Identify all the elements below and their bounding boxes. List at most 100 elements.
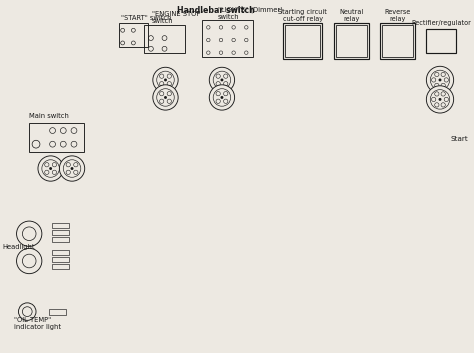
Circle shape <box>232 26 236 29</box>
Circle shape <box>232 38 236 42</box>
Circle shape <box>164 78 167 82</box>
Circle shape <box>63 160 81 177</box>
Circle shape <box>431 78 436 82</box>
Circle shape <box>73 163 78 167</box>
Circle shape <box>50 141 55 147</box>
Circle shape <box>219 51 223 54</box>
Text: Handlebar switch: Handlebar switch <box>177 6 255 15</box>
Circle shape <box>167 99 172 103</box>
Circle shape <box>157 71 174 89</box>
Circle shape <box>435 72 439 77</box>
Circle shape <box>148 36 153 41</box>
Circle shape <box>207 26 210 29</box>
Circle shape <box>60 128 66 133</box>
Circle shape <box>210 67 235 92</box>
Circle shape <box>17 249 42 274</box>
Circle shape <box>162 36 167 41</box>
Circle shape <box>213 71 231 89</box>
Circle shape <box>430 90 450 109</box>
Text: Starting circuit
cut-off relay: Starting circuit cut-off relay <box>278 9 327 22</box>
Circle shape <box>441 92 445 96</box>
Circle shape <box>131 41 135 45</box>
Circle shape <box>52 170 56 174</box>
Circle shape <box>210 85 235 110</box>
Circle shape <box>224 74 228 78</box>
Circle shape <box>441 103 445 107</box>
Bar <box>285 25 320 56</box>
Circle shape <box>164 96 167 99</box>
Circle shape <box>219 38 223 42</box>
Text: Neutral
relay: Neutral relay <box>339 9 364 22</box>
Circle shape <box>160 74 164 78</box>
Circle shape <box>444 78 448 82</box>
Text: Headlight: Headlight <box>2 244 35 250</box>
Circle shape <box>50 128 55 133</box>
Circle shape <box>216 74 220 78</box>
Circle shape <box>219 26 223 29</box>
Circle shape <box>160 99 164 103</box>
Circle shape <box>42 160 59 177</box>
Bar <box>427 29 456 53</box>
Bar <box>382 25 413 56</box>
Circle shape <box>162 46 167 51</box>
Bar <box>283 24 322 59</box>
Circle shape <box>157 89 174 106</box>
Circle shape <box>220 96 223 99</box>
Text: Start: Start <box>451 136 468 142</box>
Circle shape <box>49 167 52 170</box>
Circle shape <box>216 91 220 96</box>
Circle shape <box>160 82 164 86</box>
Circle shape <box>18 303 36 321</box>
Circle shape <box>431 97 436 102</box>
Circle shape <box>245 26 248 29</box>
Text: "LIGHTS" (Dimmer)
switch: "LIGHTS" (Dimmer) switch <box>218 6 283 19</box>
Circle shape <box>153 85 178 110</box>
Circle shape <box>22 227 36 240</box>
Circle shape <box>224 99 228 103</box>
Circle shape <box>45 170 49 174</box>
Circle shape <box>22 307 32 317</box>
Circle shape <box>167 74 172 78</box>
Circle shape <box>71 141 77 147</box>
Circle shape <box>121 41 125 45</box>
Circle shape <box>60 141 66 147</box>
Circle shape <box>216 99 220 103</box>
Text: Rectifier/regulator: Rectifier/regulator <box>411 19 471 25</box>
Circle shape <box>131 28 135 32</box>
Bar <box>52 223 69 228</box>
Circle shape <box>71 128 77 133</box>
Circle shape <box>207 38 210 42</box>
Circle shape <box>224 91 228 96</box>
Circle shape <box>148 46 153 51</box>
Bar <box>52 257 69 262</box>
Bar <box>336 25 367 56</box>
Circle shape <box>71 167 73 170</box>
Circle shape <box>66 163 71 167</box>
Circle shape <box>438 78 441 82</box>
Bar <box>52 250 69 255</box>
Circle shape <box>22 254 36 268</box>
Bar <box>380 24 415 59</box>
Bar <box>49 309 66 315</box>
Text: "ENGINE STOP"
switch: "ENGINE STOP" switch <box>152 11 203 24</box>
Bar <box>119 24 148 47</box>
Circle shape <box>232 51 236 54</box>
Circle shape <box>45 163 49 167</box>
Text: Reverse
relay: Reverse relay <box>384 9 410 22</box>
Circle shape <box>441 72 445 77</box>
Bar <box>144 25 185 53</box>
Bar <box>52 230 69 235</box>
Circle shape <box>435 83 439 88</box>
Circle shape <box>17 221 42 246</box>
Circle shape <box>245 51 248 54</box>
Circle shape <box>167 82 172 86</box>
Circle shape <box>66 170 71 174</box>
Circle shape <box>160 91 164 96</box>
Bar <box>334 24 369 59</box>
Bar <box>202 19 253 56</box>
Circle shape <box>32 140 40 148</box>
Bar <box>52 237 69 241</box>
Circle shape <box>444 97 448 102</box>
Circle shape <box>245 38 248 42</box>
Circle shape <box>207 51 210 54</box>
